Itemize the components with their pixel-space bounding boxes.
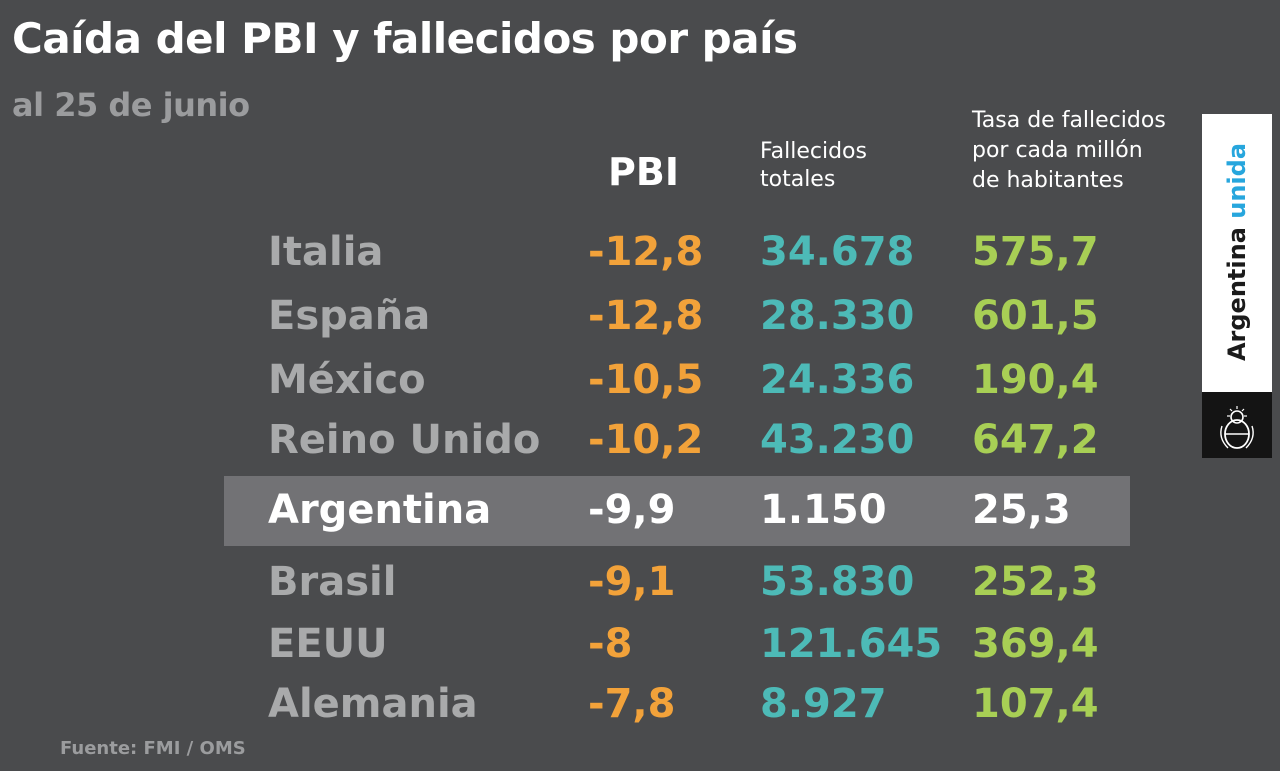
deaths-value: 8.927 xyxy=(760,681,887,727)
table-row: Brasil -9,1 53.830 252,3 xyxy=(0,550,1200,614)
chart-title: Caída del PBI y fallecidos por país xyxy=(12,14,798,63)
deaths-value: 1.150 xyxy=(760,487,887,533)
coat-of-arms-icon xyxy=(1220,406,1254,449)
rate-value: 190,4 xyxy=(972,357,1099,403)
pbi-value: -7,8 xyxy=(588,681,676,727)
rate-value: 647,2 xyxy=(972,417,1099,463)
country-cell: Argentina xyxy=(268,487,492,533)
rate-value: 575,7 xyxy=(972,229,1099,275)
column-header-tasa: Tasa de fallecidos por cada millón de ha… xyxy=(972,106,1166,196)
table-row: Alemania -7,8 8.927 107,4 xyxy=(0,672,1200,736)
column-header-fallecidos: Fallecidos totales xyxy=(760,138,867,194)
badge-text-main: Argentina xyxy=(1223,227,1251,362)
deaths-value: 121.645 xyxy=(760,621,943,667)
country-cell: España xyxy=(268,293,431,339)
table-row: Reino Unido -10,2 43.230 647,2 xyxy=(0,408,1200,472)
table-row: España -12,8 28.330 601,5 xyxy=(0,284,1200,348)
table-row: Italia -12,8 34.678 575,7 xyxy=(0,220,1200,284)
deaths-value: 34.678 xyxy=(760,229,915,275)
highlight-row-background xyxy=(224,476,1130,546)
pbi-value: -10,2 xyxy=(588,417,704,463)
table-row: México -10,5 24.336 190,4 xyxy=(0,348,1200,412)
column-header-tasa-line: Tasa de fallecidos xyxy=(972,108,1166,133)
country-cell: Reino Unido xyxy=(268,417,541,463)
deaths-value: 24.336 xyxy=(760,357,915,403)
badge-label: Argentina unida xyxy=(1223,143,1251,361)
country-cell: EEUU xyxy=(268,621,388,667)
country-cell: Alemania xyxy=(268,681,478,727)
column-header-tasa-line: por cada millón xyxy=(972,138,1143,163)
table-row: EEUU -8 121.645 369,4 xyxy=(0,612,1200,676)
badge-text-accent: unida xyxy=(1223,142,1251,219)
deaths-value: 53.830 xyxy=(760,559,915,605)
pbi-value: -12,8 xyxy=(588,293,704,339)
column-header-tasa-line: de habitantes xyxy=(972,168,1124,193)
pbi-value: -8 xyxy=(588,621,633,667)
column-header-fallecidos-line: Fallecidos xyxy=(760,139,867,164)
rate-value: 25,3 xyxy=(972,487,1071,533)
column-header-pbi: PBI xyxy=(608,150,679,194)
source-note: Fuente: FMI / OMS xyxy=(60,738,246,759)
deaths-value: 28.330 xyxy=(760,293,915,339)
pbi-value: -9,9 xyxy=(588,487,676,533)
argentina-unida-badge: Argentina unida xyxy=(1202,114,1272,458)
chart-subtitle: al 25 de junio xyxy=(12,86,250,124)
country-cell: Italia xyxy=(268,229,384,275)
rate-value: 107,4 xyxy=(972,681,1099,727)
rate-value: 252,3 xyxy=(972,559,1099,605)
pbi-value: -10,5 xyxy=(588,357,704,403)
pbi-value: -12,8 xyxy=(588,229,704,275)
country-cell: México xyxy=(268,357,426,403)
country-cell: Brasil xyxy=(268,559,397,605)
rate-value: 601,5 xyxy=(972,293,1099,339)
column-header-fallecidos-line: totales xyxy=(760,167,836,192)
pbi-value: -9,1 xyxy=(588,559,676,605)
rate-value: 369,4 xyxy=(972,621,1099,667)
badge-seal xyxy=(1202,392,1272,458)
table-row-highlighted: Argentina -9,9 1.150 25,3 xyxy=(0,478,1200,542)
deaths-value: 43.230 xyxy=(760,417,915,463)
